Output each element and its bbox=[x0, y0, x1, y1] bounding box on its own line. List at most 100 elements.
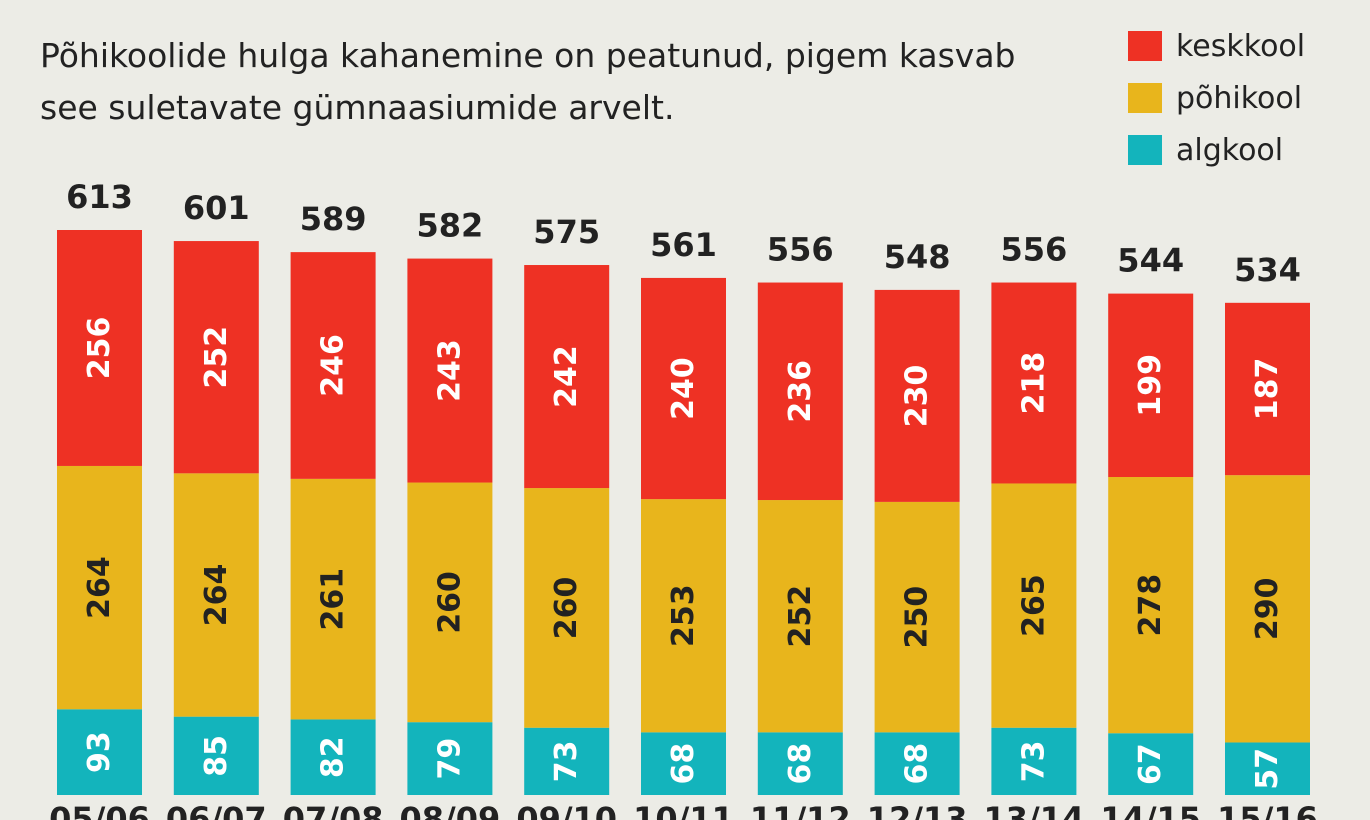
bar-keskkool-14-15 bbox=[1108, 293, 1194, 478]
bar-algkool-06-07 bbox=[173, 716, 259, 795]
total-label: 601 bbox=[183, 189, 250, 227]
x-tick-label: 12/13 bbox=[867, 800, 968, 820]
data-label-algkool: 82 bbox=[316, 736, 351, 778]
bar-pohikool-07-08 bbox=[290, 478, 376, 720]
data-label-pohikool: 290 bbox=[1250, 578, 1285, 641]
bar-algkool-08-09 bbox=[407, 722, 493, 795]
bar-keskkool-10-11 bbox=[641, 277, 726, 500]
x-tick-label: 09/10 bbox=[516, 800, 617, 820]
data-label-keskkool: 199 bbox=[1133, 354, 1168, 417]
data-label-keskkool: 256 bbox=[82, 317, 117, 380]
legend-item-algkool: algkool bbox=[1128, 124, 1368, 176]
data-label-keskkool: 236 bbox=[783, 360, 818, 423]
total-label: 556 bbox=[767, 231, 834, 269]
data-label-algkool: 57 bbox=[1250, 748, 1285, 790]
bar-pohikool-06-07 bbox=[173, 473, 259, 717]
data-label-pohikool: 265 bbox=[1016, 574, 1051, 637]
data-label-pohikool: 250 bbox=[900, 586, 935, 649]
legend-swatch-pohikool bbox=[1128, 83, 1162, 113]
data-label-pohikool: 264 bbox=[199, 564, 234, 627]
legend-label-pohikool: põhikool bbox=[1176, 80, 1303, 116]
total-label: 534 bbox=[1234, 251, 1301, 289]
data-label-pohikool: 264 bbox=[82, 556, 117, 619]
data-label-pohikool: 260 bbox=[432, 571, 467, 634]
legend-label-algkool: algkool bbox=[1176, 132, 1284, 168]
data-label-pohikool: 278 bbox=[1133, 574, 1168, 637]
bar-algkool-14-15 bbox=[1108, 733, 1194, 795]
bar-pohikool-10-11 bbox=[641, 499, 726, 733]
data-label-keskkool: 252 bbox=[199, 326, 234, 389]
data-label-algkool: 68 bbox=[666, 743, 701, 785]
data-label-algkool: 67 bbox=[1133, 743, 1168, 785]
bar-pohikool-08-09 bbox=[407, 482, 493, 723]
bar-keskkool-11-12 bbox=[757, 282, 843, 501]
data-label-keskkool: 240 bbox=[666, 357, 701, 420]
x-tick-label: 11/12 bbox=[750, 800, 851, 820]
bar-pohikool-14-15 bbox=[1108, 477, 1194, 734]
data-label-pohikool: 260 bbox=[549, 577, 584, 640]
data-label-algkool: 68 bbox=[900, 743, 935, 785]
bar-pohikool-15-16 bbox=[1225, 475, 1310, 743]
data-label-keskkool: 187 bbox=[1250, 358, 1285, 421]
data-label-keskkool: 230 bbox=[900, 365, 935, 428]
legend-item-pohikool: põhikool bbox=[1128, 72, 1368, 124]
chart-subtitle: Põhikoolide hulga kahanemine on peatunud… bbox=[40, 36, 1016, 127]
bar-pohikool-12-13 bbox=[874, 501, 960, 733]
bar-algkool-10-11 bbox=[641, 732, 726, 795]
x-tick-label: 13/14 bbox=[984, 800, 1085, 820]
bar-keskkool-05-06 bbox=[57, 230, 142, 466]
x-tick-label: 05/06 bbox=[49, 800, 150, 820]
legend-swatch-algkool bbox=[1128, 135, 1162, 165]
bar-pohikool-13-14 bbox=[991, 483, 1077, 728]
data-label-keskkool: 243 bbox=[432, 339, 467, 402]
bar-algkool-13-14 bbox=[991, 727, 1077, 795]
bar-pohikool-09-10 bbox=[524, 488, 610, 728]
data-label-algkool: 93 bbox=[82, 731, 117, 773]
bar-pohikool-11-12 bbox=[757, 500, 843, 733]
bar-algkool-07-08 bbox=[290, 719, 376, 795]
bar-keskkool-08-09 bbox=[407, 258, 493, 483]
bar-keskkool-06-07 bbox=[173, 241, 259, 474]
total-label: 544 bbox=[1117, 242, 1184, 280]
bar-algkool-05-06 bbox=[57, 709, 142, 795]
bar-keskkool-12-13 bbox=[874, 289, 960, 502]
data-label-algkool: 85 bbox=[199, 735, 234, 777]
total-label: 589 bbox=[300, 200, 367, 238]
x-tick-label: 08/09 bbox=[400, 800, 501, 820]
legend: keskkool põhikool algkool bbox=[1128, 20, 1368, 176]
data-label-algkool: 73 bbox=[549, 740, 584, 782]
data-label-algkool: 73 bbox=[1016, 740, 1051, 782]
x-tick-label: 14/15 bbox=[1100, 800, 1201, 820]
legend-item-keskkool: keskkool bbox=[1128, 20, 1368, 72]
legend-label-keskkool: keskkool bbox=[1176, 28, 1306, 64]
data-label-keskkool: 246 bbox=[316, 334, 351, 397]
bar-algkool-09-10 bbox=[524, 727, 610, 795]
total-label: 613 bbox=[66, 178, 133, 216]
total-label: 575 bbox=[533, 213, 600, 251]
data-label-pohikool: 253 bbox=[666, 584, 701, 647]
data-label-pohikool: 261 bbox=[316, 568, 351, 631]
data-label-keskkool: 242 bbox=[549, 345, 584, 408]
data-label-algkool: 68 bbox=[783, 743, 818, 785]
x-tick-label: 10/11 bbox=[633, 800, 734, 820]
bar-keskkool-09-10 bbox=[524, 265, 610, 489]
bar-pohikool-05-06 bbox=[57, 465, 142, 710]
data-label-pohikool: 252 bbox=[783, 585, 818, 648]
total-label: 582 bbox=[417, 207, 484, 245]
bar-algkool-11-12 bbox=[757, 732, 843, 795]
legend-swatch-keskkool bbox=[1128, 31, 1162, 61]
total-label: 561 bbox=[650, 226, 717, 264]
data-label-keskkool: 218 bbox=[1016, 352, 1051, 415]
bar-algkool-15-16 bbox=[1225, 742, 1310, 795]
total-label: 548 bbox=[884, 238, 951, 276]
bar-keskkool-13-14 bbox=[991, 282, 1077, 484]
data-label-algkool: 79 bbox=[432, 738, 467, 780]
bar-algkool-12-13 bbox=[874, 732, 960, 795]
x-tick-label: 06/07 bbox=[166, 800, 267, 820]
bar-keskkool-15-16 bbox=[1225, 302, 1310, 476]
total-label: 556 bbox=[1001, 231, 1068, 269]
x-tick-label: 15/16 bbox=[1217, 800, 1318, 820]
bar-keskkool-07-08 bbox=[290, 252, 376, 479]
x-tick-label: 07/08 bbox=[283, 800, 384, 820]
